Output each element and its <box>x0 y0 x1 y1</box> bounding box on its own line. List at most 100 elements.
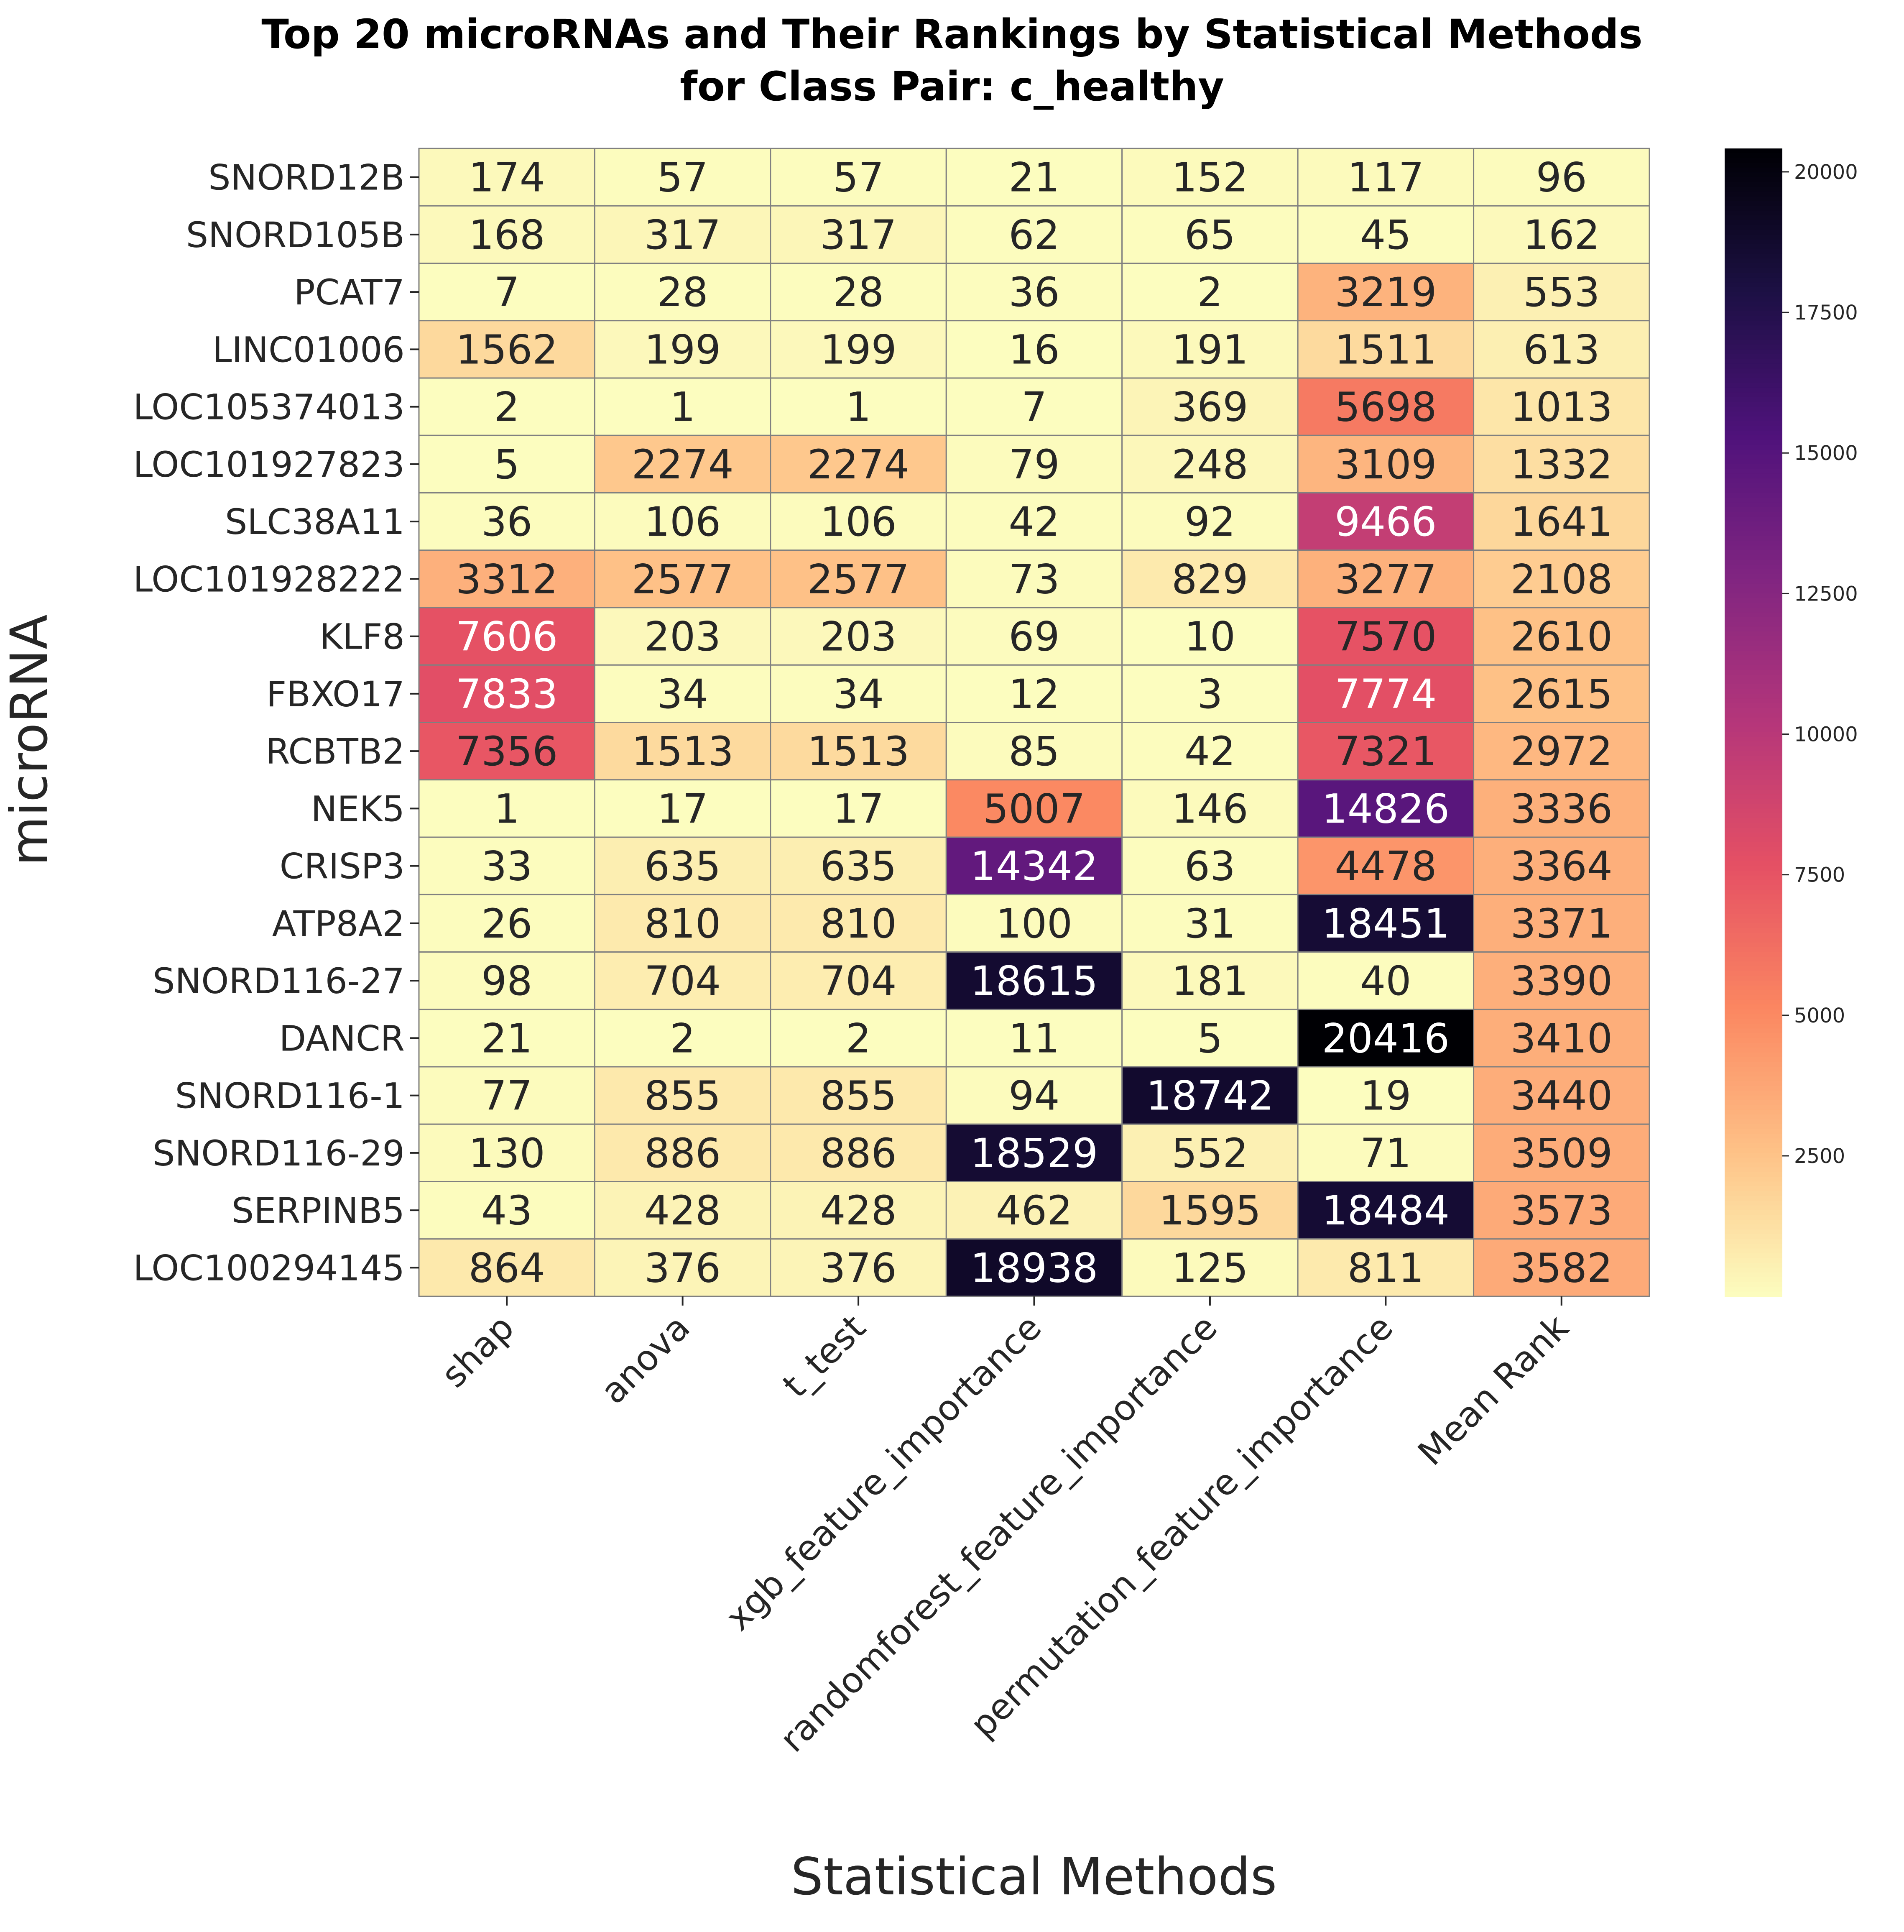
colorbar-segment <box>1725 1158 1782 1163</box>
cell-value-label: 71 <box>1360 1130 1411 1177</box>
colorbar-segment <box>1725 588 1782 594</box>
colorbar-segment <box>1725 402 1782 407</box>
colorbar-segment <box>1725 469 1782 474</box>
cell-value-label: 3219 <box>1335 269 1437 316</box>
cell-value-label: 3573 <box>1511 1187 1613 1234</box>
heatmap-cell <box>945 549 1123 608</box>
heatmap-cell <box>945 722 1123 781</box>
colorbar-segment <box>1725 1282 1782 1288</box>
cell-value-label: 152 <box>1171 154 1248 201</box>
heatmap-cell <box>945 148 1123 207</box>
colorbar-segment <box>1725 230 1782 235</box>
colorbar-segment <box>1725 311 1782 317</box>
heatmap-cell <box>770 263 947 322</box>
colorbar-segment <box>1725 851 1782 857</box>
colorbar-segment <box>1725 861 1782 866</box>
heatmap-cell <box>945 894 1123 953</box>
colorbar-segment <box>1725 383 1782 388</box>
colorbar-segment <box>1725 325 1782 331</box>
heatmap-cell <box>1297 1181 1475 1240</box>
colorbar-segment <box>1725 1009 1782 1015</box>
colorbar-segment <box>1725 1095 1782 1101</box>
cell-value-label: 26 <box>481 900 532 947</box>
x-tick-label: xgb_feature_importance <box>718 1307 1049 1638</box>
colorbar-segment <box>1725 761 1782 766</box>
heatmap-cell <box>1121 951 1299 1010</box>
colorbar-segment <box>1725 899 1782 905</box>
cell-value-label: 168 <box>469 212 545 258</box>
cell-value-label: 7321 <box>1335 728 1437 775</box>
colorbar-segment <box>1725 631 1782 637</box>
heatmap-cell <box>594 1123 771 1182</box>
heatmap-cell <box>418 664 595 723</box>
colorbar-segment <box>1725 302 1782 307</box>
cell-value-label: 162 <box>1523 212 1600 258</box>
cell-value-label: 42 <box>1008 498 1059 545</box>
colorbar-segment <box>1725 540 1782 546</box>
colorbar-segment <box>1725 626 1782 632</box>
colorbar-segment <box>1725 1143 1782 1149</box>
colorbar-segment <box>1725 426 1782 431</box>
colorbar-segment <box>1725 459 1782 465</box>
cell-value-label: 7356 <box>456 728 558 775</box>
colorbar-segment <box>1725 1196 1782 1201</box>
colorbar-segment <box>1725 1109 1782 1115</box>
colorbar-segment <box>1725 478 1782 484</box>
y-tick-label: KLF8 <box>319 616 405 657</box>
colorbar-segment <box>1725 660 1782 666</box>
colorbar-segment <box>1725 1224 1782 1230</box>
colorbar-tick-label: 20000 <box>1794 161 1858 184</box>
colorbar-segment <box>1725 1019 1782 1025</box>
cell-value-label: 20416 <box>1322 1015 1450 1062</box>
colorbar-segment <box>1725 1215 1782 1220</box>
colorbar-segment <box>1725 1067 1782 1072</box>
colorbar-segment <box>1725 1134 1782 1139</box>
cell-value-label: 18484 <box>1322 1187 1450 1234</box>
cell-value-label: 2577 <box>631 556 733 603</box>
colorbar-tick-label: 15000 <box>1794 442 1858 465</box>
heatmap-cell <box>1297 779 1475 838</box>
heatmap-cell <box>1297 320 1475 379</box>
cell-value-label: 18451 <box>1322 900 1450 947</box>
cell-value-label: 18742 <box>1146 1073 1274 1119</box>
colorbar-segment <box>1725 866 1782 871</box>
colorbar-tick-label: 2500 <box>1794 1145 1845 1168</box>
colorbar-segment <box>1725 258 1782 264</box>
heatmap-cell <box>770 205 947 264</box>
cell-value-label: 5698 <box>1335 384 1437 431</box>
heatmap-cell <box>1121 664 1299 723</box>
heatmap-cell <box>1297 1238 1475 1297</box>
colorbar-segment <box>1725 1186 1782 1192</box>
cell-value-label: 810 <box>644 900 721 947</box>
colorbar-segment <box>1725 148 1782 154</box>
colorbar-segment <box>1725 191 1782 197</box>
heatmap-cell <box>418 377 595 436</box>
colorbar-segment <box>1725 196 1782 202</box>
colorbar-segment <box>1725 1052 1782 1058</box>
cell-value-label: 174 <box>469 154 545 201</box>
colorbar-segment <box>1725 1253 1782 1259</box>
colorbar-segment <box>1725 1262 1782 1268</box>
colorbar-segment <box>1725 172 1782 178</box>
cell-value-label: 33 <box>481 843 532 890</box>
cell-value-label: 1 <box>670 384 695 431</box>
heatmap-cell <box>594 1238 771 1297</box>
colorbar-segment <box>1725 837 1782 843</box>
heatmap-cell <box>418 434 595 493</box>
colorbar-segment <box>1725 880 1782 886</box>
colorbar-segment <box>1725 799 1782 804</box>
colorbar-segment <box>1725 210 1782 216</box>
colorbar-segment <box>1725 488 1782 493</box>
colorbar-segment <box>1725 789 1782 795</box>
colorbar-segment <box>1725 354 1782 360</box>
colorbar-segment <box>1725 1004 1782 1010</box>
heatmap-cell <box>1297 894 1475 953</box>
colorbar-segment <box>1725 741 1782 747</box>
y-tick-label: LOC105374013 <box>133 387 405 428</box>
colorbar-segment <box>1725 999 1782 1005</box>
heatmap-cell <box>1473 1181 1650 1240</box>
cell-value-label: 635 <box>820 843 896 890</box>
colorbar-segment <box>1725 440 1782 446</box>
colorbar-segment <box>1725 234 1782 240</box>
colorbar-segment <box>1725 368 1782 374</box>
